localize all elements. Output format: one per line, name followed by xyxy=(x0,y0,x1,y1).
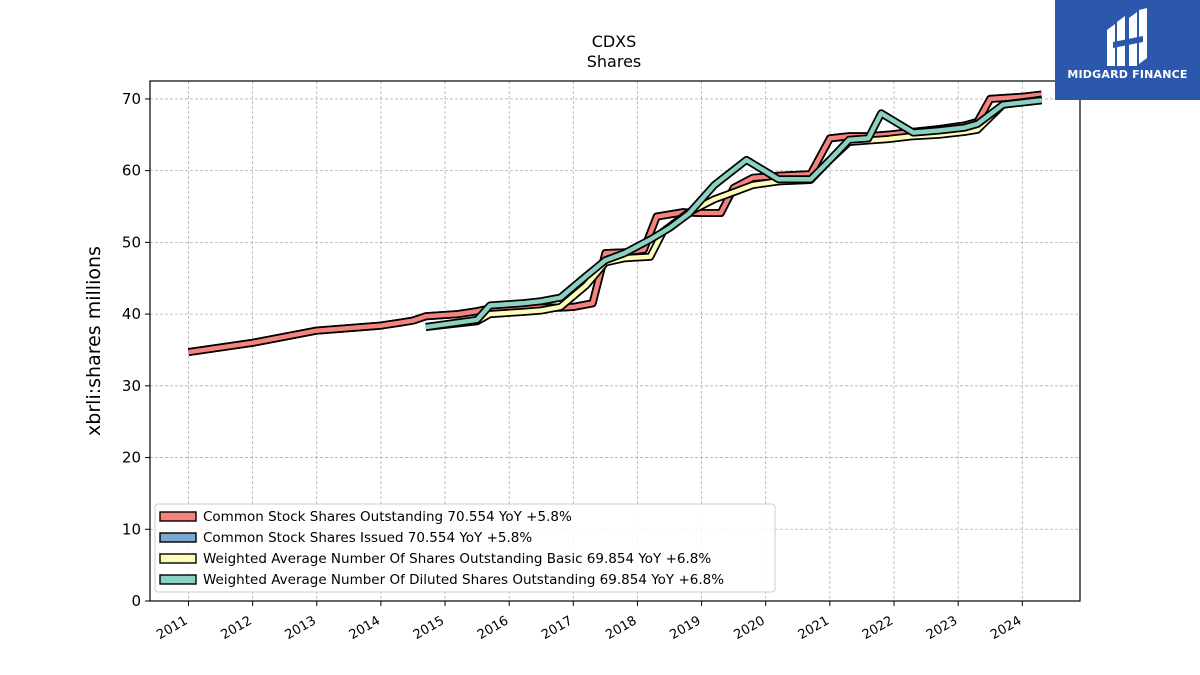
x-tick-label: 2011 xyxy=(154,613,190,643)
y-tick-label: 70 xyxy=(122,90,141,108)
legend-box xyxy=(154,503,776,593)
y-axis: 0 10 20 30 40 50 60 70 xyxy=(122,90,150,610)
x-tick-label: 2020 xyxy=(732,613,768,643)
y-tick-label: 30 xyxy=(122,377,141,395)
series-4-line xyxy=(425,98,1042,330)
y-tick-label: 40 xyxy=(122,305,141,323)
legend-entry-2: Common Stock Shares Issued 70.554 YoY +5… xyxy=(203,530,532,546)
midgard-finance-logo-icon xyxy=(1107,8,1147,66)
x-tick-label: 2016 xyxy=(475,613,511,643)
x-tick-label: 2021 xyxy=(796,613,832,643)
x-tick-label: 2012 xyxy=(218,613,254,643)
legend-swatch-3 xyxy=(159,553,197,564)
chart-title: CDXS xyxy=(592,32,637,51)
x-axis: 2011 2012 2013 2014 2015 2016 2017 2018 2019 2020… xyxy=(154,601,1024,643)
x-tick-label: 2017 xyxy=(539,613,575,643)
legend-swatch-1 xyxy=(159,511,197,522)
x-tick-label: 2022 xyxy=(860,613,896,643)
logo-text: MIDGARD FINANCE xyxy=(1067,68,1188,81)
legend-entry-4: Weighted Average Number Of Diluted Share… xyxy=(203,572,724,588)
series-4 xyxy=(425,96,1042,331)
series-3-line xyxy=(425,97,1042,330)
x-tick-label: 2013 xyxy=(283,613,319,643)
x-tick-label: 2023 xyxy=(924,613,960,643)
y-tick-label: 20 xyxy=(122,449,141,467)
x-tick-label: 2024 xyxy=(988,613,1024,643)
legend-swatch-2 xyxy=(159,532,197,543)
legend: Common Stock Shares Outstanding 70.554 Y… xyxy=(154,503,776,593)
x-tick-label: 2014 xyxy=(347,613,383,643)
y-tick-label: 10 xyxy=(122,520,141,538)
x-tick-label: 2015 xyxy=(411,613,447,643)
y-tick-label: 60 xyxy=(122,162,141,180)
x-tick-label: 2018 xyxy=(603,613,639,643)
series-3 xyxy=(425,95,1043,331)
chart-subtitle: Shares xyxy=(587,52,642,71)
y-tick-label: 0 xyxy=(131,592,141,610)
grid xyxy=(150,81,1080,601)
midgard-finance-logo: MIDGARD FINANCE xyxy=(1055,0,1200,100)
series-layer xyxy=(187,90,1043,357)
legend-entry-3: Weighted Average Number Of Shares Outsta… xyxy=(203,551,711,567)
y-axis-label: xbrli:shares millions xyxy=(83,246,105,436)
x-tick-label: 2019 xyxy=(667,613,703,643)
y-tick-label: 50 xyxy=(122,233,141,251)
legend-entry-1: Common Stock Shares Outstanding 70.554 Y… xyxy=(203,509,572,525)
legend-swatch-4 xyxy=(159,574,197,585)
plot-frame xyxy=(149,80,1081,602)
